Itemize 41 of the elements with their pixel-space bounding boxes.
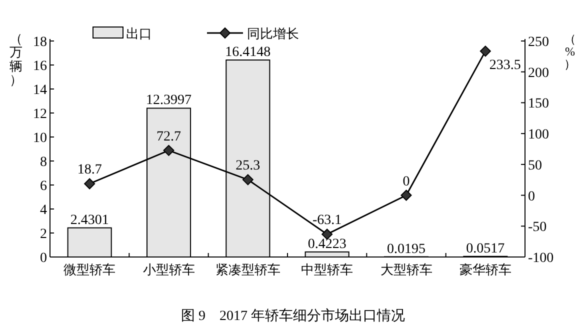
y-tick-label: 14 bbox=[33, 83, 47, 98]
x-tick-label: 紧凑型轿车 bbox=[215, 262, 280, 277]
data-label: 16.4148 bbox=[225, 45, 271, 60]
data-label: 233.5 bbox=[489, 58, 521, 74]
y-tick-label: 12 bbox=[33, 107, 47, 122]
y2-tick-label: -100 bbox=[528, 251, 554, 266]
data-label: 2.4301 bbox=[70, 212, 109, 228]
y-tick-label: 8 bbox=[40, 155, 47, 170]
y2-tick-label: 250 bbox=[528, 35, 549, 50]
y2-tick-label: -50 bbox=[528, 220, 547, 236]
data-label: 12.3997 bbox=[146, 93, 192, 108]
x-tick-label: 微型轿车 bbox=[64, 262, 116, 277]
data-label: 0 bbox=[402, 174, 410, 190]
text: 图 9 2017 年轿车细分市场出口情况 bbox=[181, 308, 405, 324]
y-tick-label: 16 bbox=[33, 59, 47, 74]
y2-axis-title: （%） bbox=[564, 32, 576, 72]
y2-tick-label: 150 bbox=[528, 96, 549, 112]
data-label: 0.0517 bbox=[466, 241, 505, 256]
data-label: -63.1 bbox=[312, 213, 342, 228]
y-tick-label: 18 bbox=[33, 35, 47, 50]
data-label: 0.0195 bbox=[387, 242, 426, 257]
data-label: 25.3 bbox=[236, 158, 260, 174]
data-label: 0.4223 bbox=[308, 236, 346, 252]
y2-tick-label: 50 bbox=[528, 158, 542, 174]
data-label: 72.7 bbox=[156, 129, 181, 144]
x-tick-label: 大型轿车 bbox=[380, 262, 432, 277]
y2-tick-label: 100 bbox=[528, 128, 549, 143]
y-tick-label: 6 bbox=[40, 179, 47, 194]
data-label: 18.7 bbox=[77, 162, 102, 178]
y-tick-label: 10 bbox=[33, 131, 47, 146]
y-axis-title: （万辆） bbox=[10, 31, 22, 87]
y2-tick-label: 0 bbox=[528, 189, 535, 204]
x-tick-label: 豪华轿车 bbox=[459, 262, 512, 277]
y-tick-label: 4 bbox=[40, 203, 47, 218]
y-tick-label: 0 bbox=[40, 251, 47, 266]
legend-label: 同比增长 bbox=[247, 26, 299, 41]
legend-label: 出口 bbox=[126, 26, 152, 41]
x-tick-label: 中型轿车 bbox=[301, 262, 354, 277]
y2-tick-label: 200 bbox=[528, 66, 549, 81]
y-tick-label: 2 bbox=[40, 227, 47, 242]
x-tick-label: 小型轿车 bbox=[142, 262, 195, 277]
